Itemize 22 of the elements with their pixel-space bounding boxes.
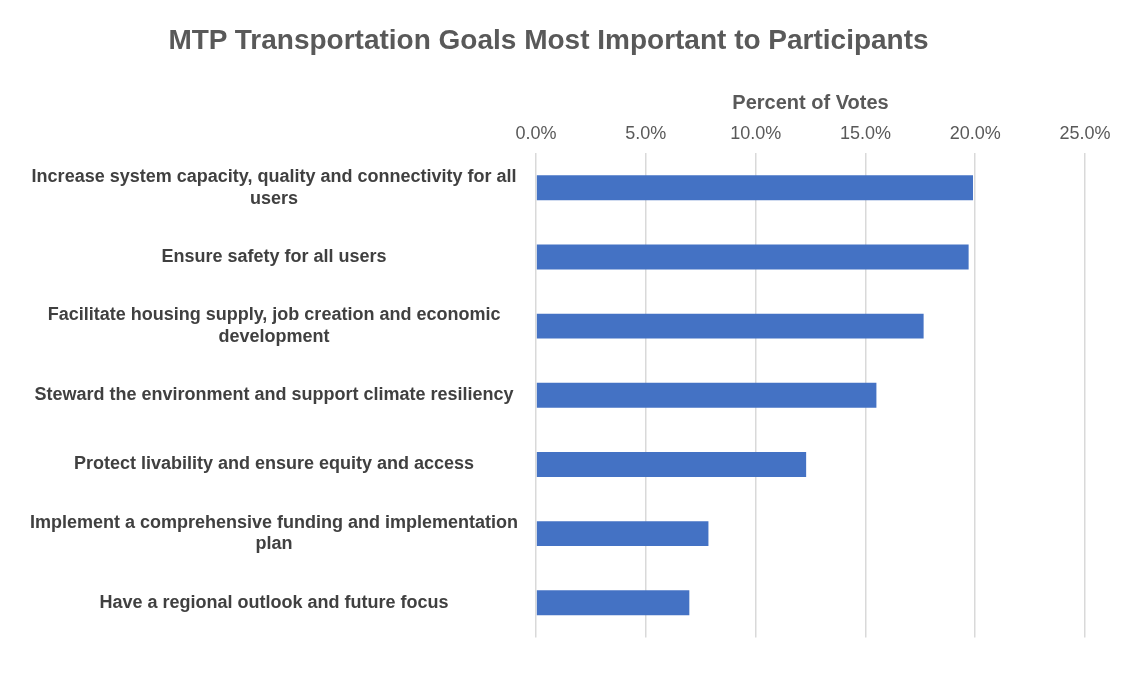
x-tick-label: 5.0% bbox=[625, 123, 667, 144]
bar bbox=[536, 521, 709, 547]
x-tick-label: 20.0% bbox=[949, 123, 1001, 144]
y-tick-label: Increase system capacity, quality and connectivity for all users bbox=[31, 165, 517, 208]
bar bbox=[536, 452, 807, 477]
y-tick-label: Ensure safety for all users bbox=[161, 245, 387, 266]
bar bbox=[536, 313, 924, 339]
chart-title: MTP Transportation Goals Most Important to Participants bbox=[168, 23, 929, 55]
x-tick-label: 0.0% bbox=[515, 123, 557, 144]
x-tick-label: 10.0% bbox=[730, 123, 782, 144]
bar bbox=[536, 244, 969, 270]
y-tick-label: Facilitate housing supply, job creation and economic development bbox=[47, 304, 501, 346]
y-tick-label: Steward the environment and support climate resiliency bbox=[34, 384, 514, 405]
y-tick-label: Have a regional outlook and future focus bbox=[99, 591, 449, 612]
bar bbox=[536, 175, 974, 201]
bar bbox=[536, 590, 690, 616]
x-tick-label: 25.0% bbox=[1059, 123, 1111, 144]
bar bbox=[536, 382, 877, 408]
y-tick-label: Implement a comprehensive funding and implementation plan bbox=[30, 511, 519, 554]
x-axis-title: Percent of Votes bbox=[732, 91, 889, 114]
y-tick-label: Protect livability and ensure equity and access bbox=[73, 453, 475, 474]
x-tick-label: 15.0% bbox=[839, 123, 891, 144]
